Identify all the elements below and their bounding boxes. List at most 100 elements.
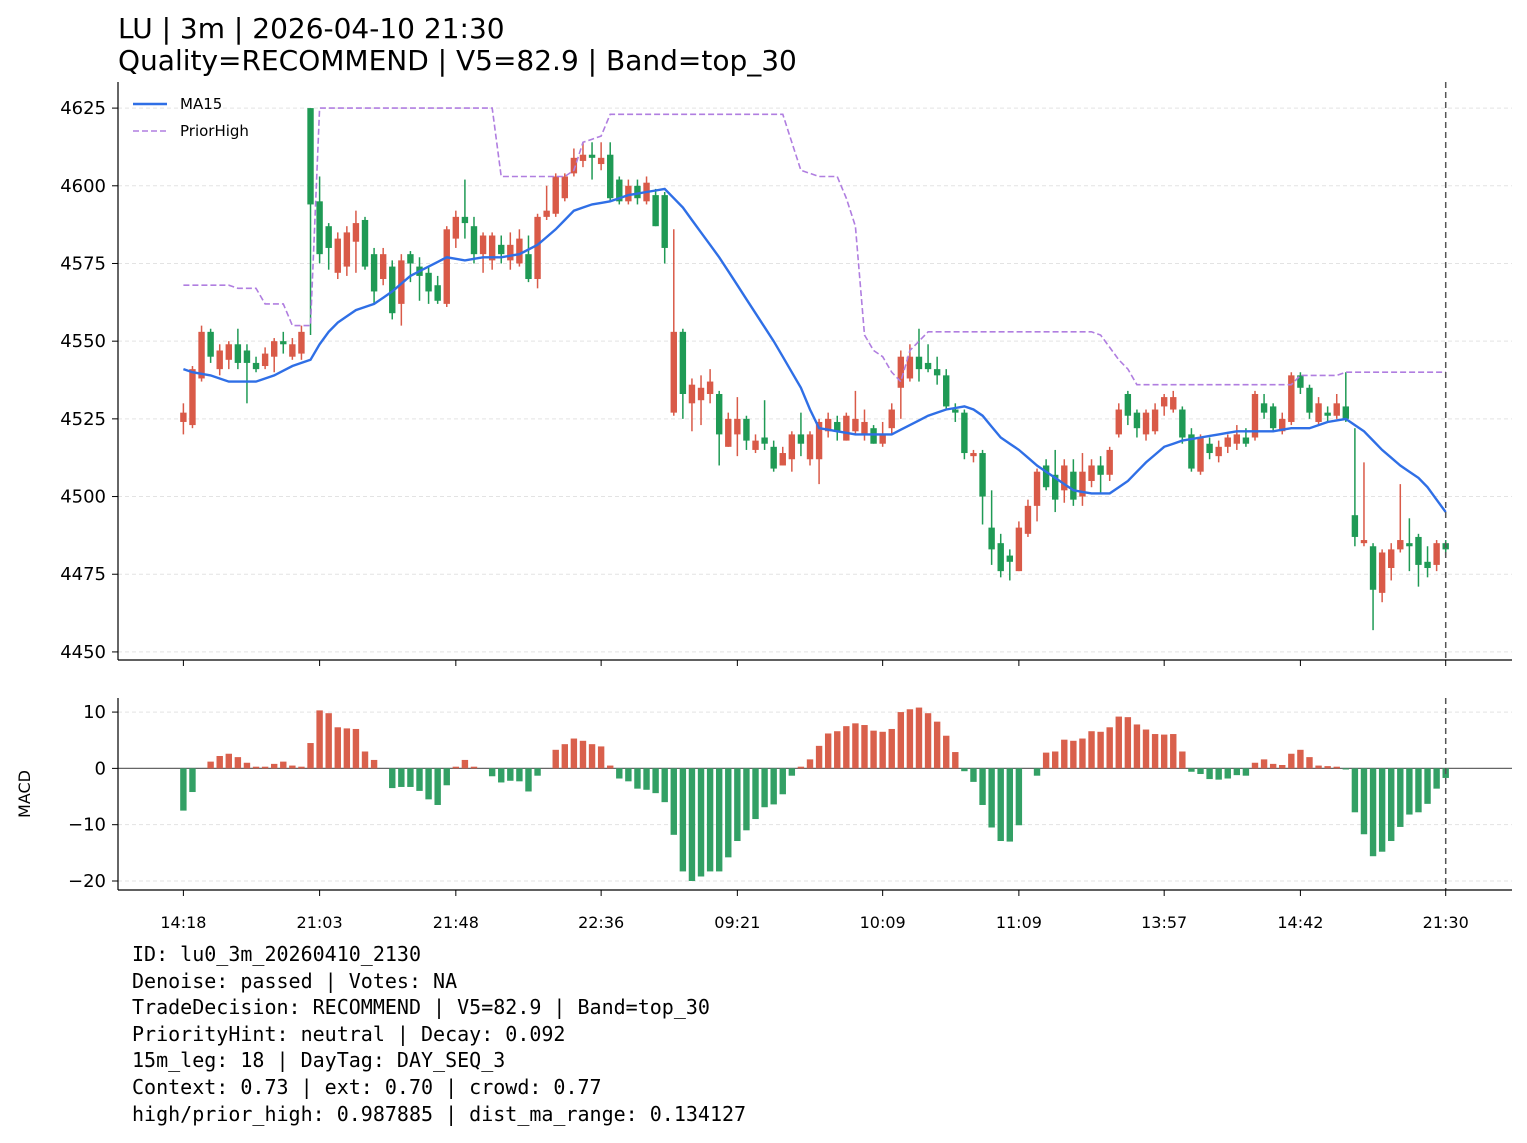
bar [1369,768,1377,857]
bar [1070,740,1077,769]
candle-body [897,356,905,388]
bar [1133,724,1141,769]
bar [1215,768,1222,780]
candle-body [979,453,986,497]
candle-body [1424,561,1431,569]
bar [970,768,977,782]
bar [1242,768,1250,776]
bar [334,727,341,769]
candle-body [1406,543,1413,547]
candle-body [298,331,305,354]
candle-body [824,418,832,432]
candle-body [189,369,196,426]
candle-body [861,421,868,435]
y-tick-label: 10 [83,702,106,723]
bar [1424,768,1431,804]
bar [498,768,505,783]
candle-body [1079,471,1086,497]
info-block: ID: lu0_3m_20260410_2130 Denoise: passed … [132,941,746,1127]
bar [225,753,232,769]
bar [1324,766,1331,769]
bar [461,759,469,769]
bar [434,768,441,805]
candle-body [271,341,278,357]
candle-body [906,356,914,379]
bar [352,728,360,769]
bar [1097,731,1104,769]
bar [952,752,959,769]
candle-body [652,195,659,227]
bar [1197,768,1204,775]
bar [1342,768,1350,770]
bar [398,768,405,787]
candle-body [734,418,741,435]
candle-body [1369,546,1377,590]
bar [425,768,432,800]
bar [1306,757,1313,769]
candle-body [1433,543,1440,565]
candle-body [743,418,750,441]
candle-body [670,331,677,413]
bar [261,766,269,769]
candle-body [1115,409,1122,435]
bar [216,755,223,769]
candle-body [1288,375,1295,422]
bar [1042,752,1050,769]
chart-title: LU | 3m | 2026-04-10 21:30 [118,12,505,45]
bar [1279,765,1286,769]
candle-body [234,344,242,363]
bar [670,768,677,835]
candle-body [343,232,351,267]
candle-body [924,362,932,370]
candle-body [625,185,632,202]
bar [1315,765,1322,769]
candle-body [216,350,223,370]
candle-body [1324,412,1331,416]
candle-body [561,176,569,199]
candle-body [1160,397,1168,407]
candle-body [225,344,232,360]
candle-body [1088,465,1095,482]
candle-body [1133,412,1141,429]
candle-body [379,254,387,280]
x-tick-label: 21:03 [297,913,343,932]
bar [370,759,378,769]
bar [1433,768,1440,789]
candle-body [697,387,705,401]
candle-body [534,216,541,280]
bar [488,768,496,777]
x-tick-label: 11:09 [996,913,1042,932]
bar [289,765,296,769]
bar [843,726,850,769]
candle-body [661,195,668,248]
bar [1260,759,1268,769]
candle-body [1388,549,1395,569]
bar [1179,751,1186,769]
bar [443,768,450,786]
legend-label: PriorHigh [180,122,249,140]
bar [961,768,968,772]
bar [879,731,886,769]
bar [715,768,723,872]
candle-body [834,421,841,432]
candle-body [361,219,369,267]
candle-body [1052,474,1059,500]
y-tick-label: 4625 [60,98,106,119]
candle-body [570,157,578,174]
bar [924,713,932,769]
candle-body [715,393,723,435]
info-line: high/prior_high: 0.987885 | dist_ma_rang… [132,1101,747,1126]
candle-body [770,446,777,469]
bar [1233,768,1241,776]
bar [834,731,841,769]
bar [679,768,687,872]
bar [661,768,668,803]
bar [888,728,895,769]
bar [507,768,514,781]
bar [516,768,523,782]
bar [1188,768,1195,772]
y-tick-label: −20 [68,871,106,892]
candle-body [1142,412,1150,435]
candle-body [261,353,269,367]
candle-body [815,421,823,460]
